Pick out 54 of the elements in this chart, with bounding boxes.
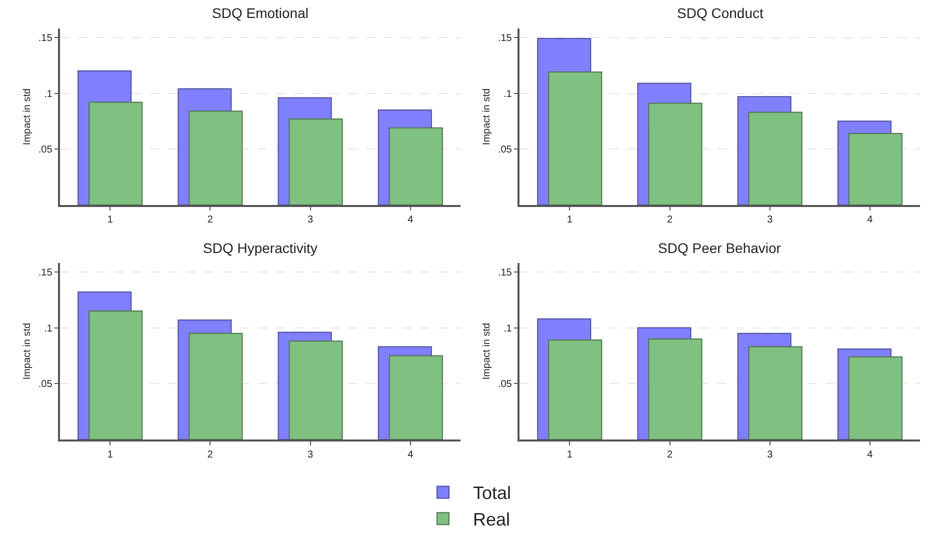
bar — [748, 346, 802, 440]
x-tick-label: 1 — [107, 214, 114, 226]
bar — [388, 355, 443, 440]
x-tick-label: 1 — [566, 214, 573, 226]
y-tick-label: .05 — [498, 379, 512, 390]
x-tick-label: 2 — [207, 449, 214, 460]
x-tick-label: 3 — [767, 214, 774, 226]
x-tick-label: 3 — [308, 214, 314, 226]
bar — [288, 118, 343, 205]
y-tick-label: .15 — [38, 32, 53, 44]
legend-label: Real — [473, 510, 510, 530]
y-tick-label: .1 — [44, 88, 53, 100]
bar — [848, 356, 902, 440]
x-tick-label: 3 — [308, 449, 314, 460]
y-tick-label: .1 — [504, 88, 512, 100]
x-tick-label: 2 — [666, 449, 673, 460]
y-tick-label: .1 — [504, 323, 512, 334]
y-axis-title: Impact in std — [481, 88, 492, 146]
bar — [548, 340, 602, 440]
bar — [848, 132, 902, 205]
legend-label: Total — [473, 483, 512, 504]
y-axis-title: Impact in std — [22, 322, 33, 380]
y-tick-label: .15 — [498, 267, 512, 278]
x-tick-label: 4 — [867, 214, 874, 226]
x-tick-label: 3 — [767, 449, 774, 460]
chart-title: SDQ Peer Behavior — [658, 240, 782, 256]
chart-title: SDQ Hyperactivity — [203, 240, 318, 256]
bar — [388, 127, 443, 205]
bar — [648, 102, 702, 205]
x-tick-label: 4 — [408, 214, 414, 226]
x-tick-label: 4 — [408, 449, 414, 460]
y-tick-label: .15 — [38, 267, 53, 278]
x-tick-label: 1 — [107, 449, 114, 460]
y-axis-title: Impact in std — [481, 322, 492, 380]
bar — [288, 340, 343, 440]
x-tick-label: 2 — [207, 214, 214, 226]
x-tick-label: 1 — [566, 449, 573, 460]
y-tick-label: .05 — [38, 379, 53, 390]
chart-title: SDQ Emotional — [212, 5, 308, 21]
bar — [188, 332, 243, 440]
y-tick-label: .15 — [498, 32, 512, 44]
bar — [748, 112, 802, 205]
y-tick-label: .05 — [498, 144, 512, 156]
bar — [648, 338, 702, 440]
x-tick-label: 2 — [666, 214, 673, 226]
y-tick-label: .05 — [38, 144, 53, 156]
y-axis-title: Impact in std — [22, 88, 33, 146]
bar — [88, 310, 143, 440]
bar — [188, 110, 243, 205]
chart-title: SDQ Conduct — [677, 5, 764, 21]
x-tick-label: 4 — [867, 449, 874, 460]
y-tick-label: .1 — [44, 323, 53, 334]
bar — [88, 102, 143, 205]
bar — [548, 72, 602, 205]
